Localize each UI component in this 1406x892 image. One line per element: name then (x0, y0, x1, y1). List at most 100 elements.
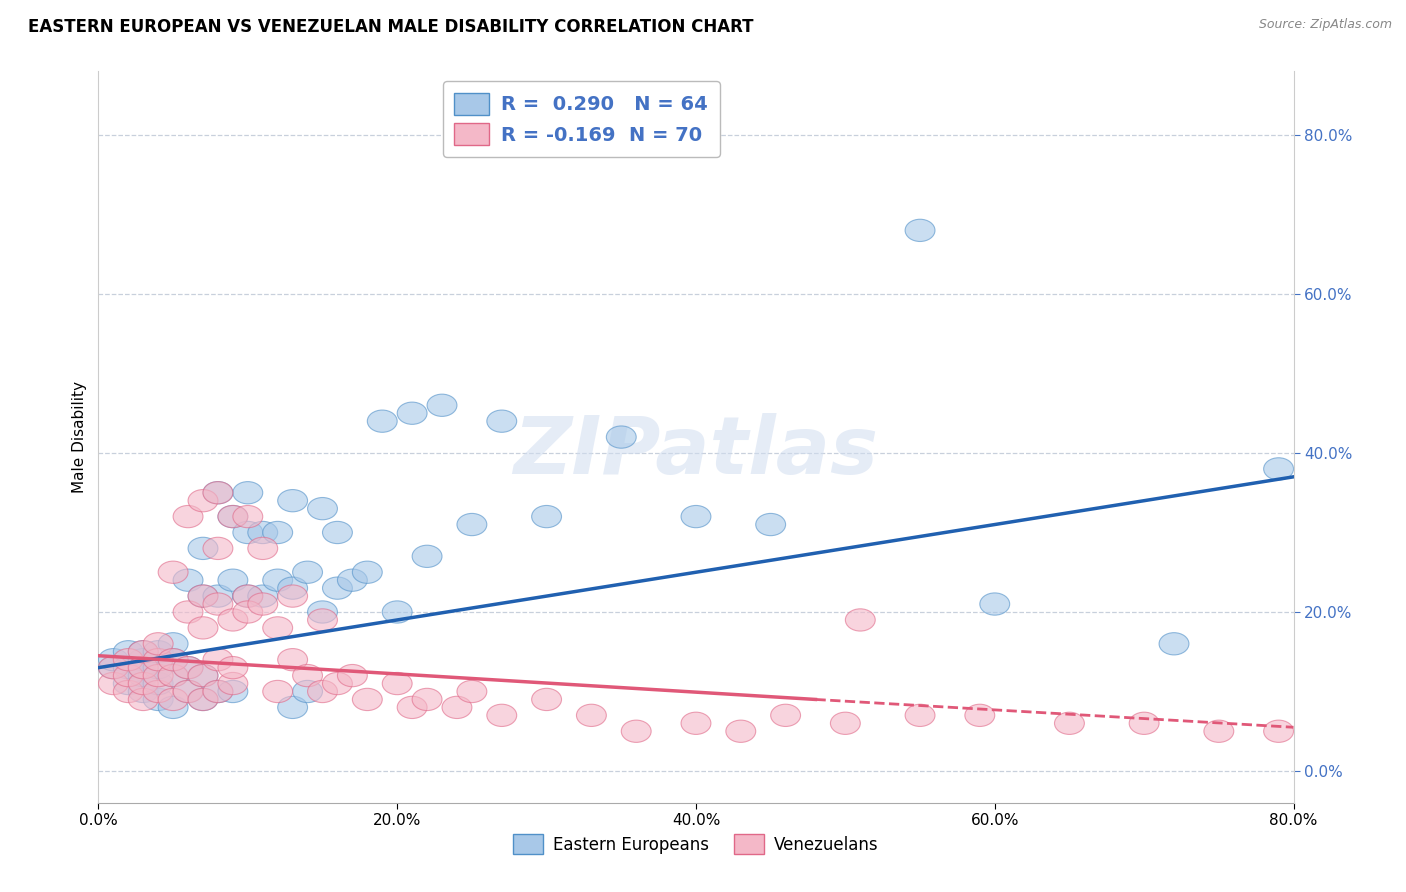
Ellipse shape (218, 681, 247, 703)
Ellipse shape (188, 689, 218, 711)
Ellipse shape (247, 585, 278, 607)
Ellipse shape (143, 665, 173, 687)
Text: EASTERN EUROPEAN VS VENEZUELAN MALE DISABILITY CORRELATION CHART: EASTERN EUROPEAN VS VENEZUELAN MALE DISA… (28, 18, 754, 36)
Ellipse shape (128, 657, 159, 679)
Ellipse shape (756, 514, 786, 536)
Ellipse shape (143, 648, 173, 671)
Ellipse shape (441, 697, 472, 719)
Ellipse shape (143, 681, 173, 703)
Ellipse shape (531, 689, 561, 711)
Ellipse shape (278, 577, 308, 599)
Ellipse shape (263, 569, 292, 591)
Ellipse shape (218, 506, 247, 528)
Ellipse shape (188, 665, 218, 687)
Ellipse shape (1129, 712, 1159, 734)
Ellipse shape (202, 585, 233, 607)
Ellipse shape (457, 681, 486, 703)
Ellipse shape (233, 585, 263, 607)
Ellipse shape (308, 681, 337, 703)
Ellipse shape (980, 593, 1010, 615)
Text: ZIPatlas: ZIPatlas (513, 413, 879, 491)
Ellipse shape (114, 665, 143, 687)
Ellipse shape (173, 681, 202, 703)
Ellipse shape (159, 689, 188, 711)
Ellipse shape (1264, 720, 1294, 742)
Ellipse shape (233, 601, 263, 624)
Ellipse shape (188, 689, 218, 711)
Ellipse shape (218, 657, 247, 679)
Ellipse shape (202, 681, 233, 703)
Ellipse shape (218, 506, 247, 528)
Ellipse shape (128, 689, 159, 711)
Ellipse shape (128, 640, 159, 663)
Ellipse shape (173, 657, 202, 679)
Ellipse shape (367, 410, 398, 433)
Ellipse shape (159, 648, 188, 671)
Ellipse shape (143, 689, 173, 711)
Ellipse shape (398, 402, 427, 425)
Ellipse shape (159, 632, 188, 655)
Ellipse shape (159, 665, 188, 687)
Ellipse shape (218, 673, 247, 695)
Ellipse shape (263, 616, 292, 639)
Ellipse shape (143, 657, 173, 679)
Ellipse shape (114, 648, 143, 671)
Ellipse shape (1204, 720, 1234, 742)
Ellipse shape (98, 673, 128, 695)
Ellipse shape (233, 482, 263, 504)
Ellipse shape (398, 697, 427, 719)
Ellipse shape (263, 521, 292, 543)
Ellipse shape (292, 665, 322, 687)
Ellipse shape (263, 681, 292, 703)
Ellipse shape (159, 697, 188, 719)
Ellipse shape (98, 657, 128, 679)
Ellipse shape (322, 521, 353, 543)
Ellipse shape (308, 609, 337, 631)
Ellipse shape (143, 640, 173, 663)
Ellipse shape (188, 616, 218, 639)
Ellipse shape (1159, 632, 1189, 655)
Ellipse shape (905, 219, 935, 242)
Ellipse shape (412, 545, 441, 567)
Ellipse shape (173, 601, 202, 624)
Ellipse shape (188, 585, 218, 607)
Ellipse shape (412, 689, 441, 711)
Ellipse shape (233, 521, 263, 543)
Ellipse shape (202, 537, 233, 559)
Ellipse shape (681, 712, 711, 734)
Text: Source: ZipAtlas.com: Source: ZipAtlas.com (1258, 18, 1392, 31)
Ellipse shape (202, 482, 233, 504)
Ellipse shape (576, 704, 606, 726)
Ellipse shape (173, 657, 202, 679)
Ellipse shape (173, 506, 202, 528)
Ellipse shape (382, 601, 412, 624)
Ellipse shape (188, 490, 218, 512)
Ellipse shape (159, 561, 188, 583)
Ellipse shape (831, 712, 860, 734)
Ellipse shape (278, 490, 308, 512)
Ellipse shape (218, 569, 247, 591)
Ellipse shape (292, 681, 322, 703)
Ellipse shape (128, 648, 159, 671)
Ellipse shape (292, 561, 322, 583)
Ellipse shape (1054, 712, 1084, 734)
Ellipse shape (188, 665, 218, 687)
Y-axis label: Male Disability: Male Disability (72, 381, 87, 493)
Ellipse shape (247, 593, 278, 615)
Ellipse shape (965, 704, 995, 726)
Ellipse shape (278, 697, 308, 719)
Ellipse shape (486, 704, 517, 726)
Ellipse shape (188, 585, 218, 607)
Ellipse shape (247, 521, 278, 543)
Ellipse shape (233, 585, 263, 607)
Ellipse shape (114, 673, 143, 695)
Ellipse shape (233, 506, 263, 528)
Ellipse shape (353, 561, 382, 583)
Ellipse shape (128, 665, 159, 687)
Ellipse shape (143, 632, 173, 655)
Ellipse shape (128, 673, 159, 695)
Ellipse shape (725, 720, 756, 742)
Ellipse shape (202, 648, 233, 671)
Ellipse shape (202, 482, 233, 504)
Ellipse shape (278, 585, 308, 607)
